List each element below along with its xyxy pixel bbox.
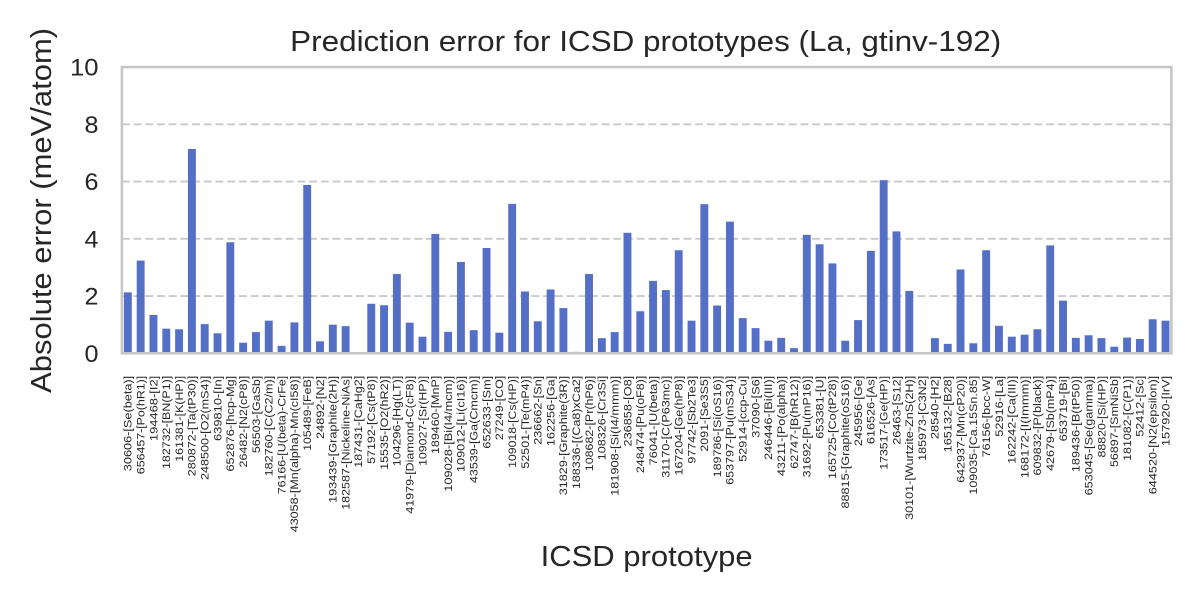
svg-text:188336-[(Ca8)xCa2]: 188336-[(Ca8)xCa2]: [571, 376, 583, 489]
svg-text:165725-[Co(tP28)]: 165725-[Co(tP28)]: [827, 376, 839, 479]
svg-text:167204-[Ge(hP8)]: 167204-[Ge(hP8)]: [674, 376, 686, 476]
svg-text:27249-[CO]: 27249-[CO]: [494, 376, 506, 440]
svg-text:2091-[Se3S5]: 2091-[Se3S5]: [699, 376, 711, 452]
svg-text:8: 8: [85, 112, 99, 139]
svg-text:2: 2: [85, 284, 99, 311]
svg-text:189460-[MnP]: 189460-[MnP]: [430, 376, 442, 454]
svg-text:ICSD prototype: ICSD prototype: [541, 541, 753, 573]
svg-text:4: 4: [85, 226, 99, 253]
svg-text:52916-[La]: 52916-[La]: [994, 376, 1006, 437]
svg-text:248500-[O2(mS4)]: 248500-[O2(mS4)]: [200, 376, 212, 480]
svg-text:43058-[Mn(alpha)-Mn(cI58)]: 43058-[Mn(alpha)-Mn(cI58)]: [289, 376, 301, 533]
svg-text:181908-[Si(I4/mmm)]: 181908-[Si(I4/mmm)]: [609, 376, 621, 496]
svg-text:31170-[C(P63mc)]: 31170-[C(P63mc)]: [661, 376, 673, 478]
svg-text:168172-[I(Immm)]: 168172-[I(Immm)]: [1019, 376, 1031, 479]
svg-text:162242-[Ca(III)]: 162242-[Ca(III)]: [1007, 376, 1019, 464]
svg-text:76156-[bcc-W]: 76156-[bcc-W]: [981, 376, 993, 458]
svg-text:0: 0: [85, 341, 99, 368]
svg-text:76041-[U(beta)]: 76041-[U(beta)]: [648, 376, 660, 466]
svg-text:56897-[SmNiSb]: 56897-[SmNiSb]: [1109, 376, 1121, 467]
svg-text:165132-[B28]: 165132-[B28]: [943, 376, 955, 453]
svg-text:157920-[IrV]: 157920-[IrV]: [1160, 376, 1172, 446]
svg-text:639810-[In]: 639810-[In]: [212, 376, 224, 441]
svg-text:105489-[FeB]: 105489-[FeB]: [302, 376, 314, 451]
svg-text:52914-[ccp-Cu]: 52914-[ccp-Cu]: [738, 376, 750, 462]
svg-text:280872-[Ta(tP30)]: 280872-[Ta(tP30)]: [187, 376, 199, 476]
svg-text:57192-[Cs(tP8)]: 57192-[Cs(tP8)]: [366, 376, 378, 464]
svg-text:42679-[Sb(mP4)]: 42679-[Sb(mP4)]: [1045, 376, 1057, 471]
svg-text:162256-[Ga]: 162256-[Ga]: [545, 376, 557, 446]
svg-text:37090-[S6]: 37090-[S6]: [750, 376, 762, 438]
svg-text:656457-[Po(hR1)]: 656457-[Po(hR1)]: [135, 376, 147, 474]
svg-text:31692-[Pu(mP16)]: 31692-[Pu(mP16)]: [802, 376, 814, 478]
svg-text:182732-[BN(P1)]: 182732-[BN(P1)]: [161, 376, 173, 469]
svg-text:104296-[Hg(LT)]: 104296-[Hg(LT)]: [392, 376, 404, 466]
svg-text:181082-[C(P1)]: 181082-[C(P1)]: [1122, 376, 1134, 461]
svg-text:173517-[Ge(HP)]: 173517-[Ge(HP)]: [878, 376, 890, 470]
svg-text:642937-[Mn(cP20)]: 642937-[Mn(cP20)]: [955, 376, 967, 483]
svg-text:109028-[Bi(I4/mcm)]: 109028-[Bi(I4/mcm)]: [443, 376, 455, 492]
svg-text:15535-[O2(hR2)]: 15535-[O2(hR2)]: [379, 376, 391, 470]
svg-text:161381-[K(HP)]: 161381-[K(HP)]: [174, 376, 186, 462]
svg-text:108682-[Pr(hP6)]: 108682-[Pr(hP6)]: [584, 376, 596, 471]
svg-text:109018-[Cs(HP)]: 109018-[Cs(HP)]: [507, 376, 519, 468]
svg-text:194468-[I2]: 194468-[I2]: [148, 376, 160, 441]
svg-text:245956-[Ge]: 245956-[Ge]: [853, 376, 865, 446]
svg-text:43539-[Ga(Cmcm)]: 43539-[Ga(Cmcm)]: [469, 376, 481, 483]
svg-text:182760-[C(C2/m)]: 182760-[C(C2/m)]: [264, 376, 276, 477]
svg-text:88815-[Graphite(oS16)]: 88815-[Graphite(oS16)]: [840, 376, 852, 509]
svg-text:43211-[Po(alpha)]: 43211-[Po(alpha)]: [776, 376, 788, 476]
svg-text:88820-[Si(HP)]: 88820-[Si(HP)]: [1096, 376, 1108, 458]
svg-text:185973-[C3N2]: 185973-[C3N2]: [917, 376, 929, 461]
svg-text:182587-[Nickeline-NiAs]: 182587-[Nickeline-NiAs]: [340, 376, 352, 510]
svg-text:193439-[Graphite(2H)]: 193439-[Graphite(2H)]: [328, 376, 340, 503]
svg-text:26482-[N2(cP8)]: 26482-[N2(cP8)]: [238, 376, 250, 468]
svg-text:Prediction error for ICSD prot: Prediction error for ICSD prototypes (La…: [290, 26, 1001, 58]
svg-text:30606-[Se(beta)]: 30606-[Se(beta)]: [123, 376, 135, 471]
svg-text:609832-[P(black)]: 609832-[P(black)]: [1032, 376, 1044, 476]
svg-text:653381-[U]: 653381-[U]: [814, 376, 826, 439]
svg-text:Absolute error (meV/atom): Absolute error (meV/atom): [26, 28, 58, 393]
svg-text:189436-[B(tP50)]: 189436-[B(tP50)]: [1071, 376, 1083, 472]
svg-text:62747-[B(hR12)]: 62747-[B(hR12)]: [789, 376, 801, 469]
svg-text:6: 6: [85, 169, 99, 196]
svg-text:56503-[GaSb]: 56503-[GaSb]: [251, 376, 263, 453]
svg-text:76166-[U(beta)-CrFe]: 76166-[U(beta)-CrFe]: [276, 376, 288, 495]
svg-text:653719-[Bi]: 653719-[Bi]: [1058, 376, 1070, 442]
svg-text:236858-[O8]: 236858-[O8]: [622, 376, 634, 447]
svg-text:652876-[hcp-Mg]: 652876-[hcp-Mg]: [225, 376, 237, 472]
svg-text:52412-[Sc]: 52412-[Sc]: [1135, 376, 1147, 437]
svg-text:52501-[Te(mP4)]: 52501-[Te(mP4)]: [520, 376, 532, 469]
svg-text:41979-[Diamond-C(cF8)]: 41979-[Diamond-C(cF8)]: [404, 376, 416, 514]
svg-text:97742-[Sb2Te3]: 97742-[Sb2Te3]: [686, 376, 698, 464]
svg-text:26463-[S12]: 26463-[S12]: [891, 376, 903, 445]
svg-text:28540-[H2]: 28540-[H2]: [930, 376, 942, 439]
svg-text:246446-[Bi(III)]: 246446-[Bi(III)]: [763, 376, 775, 460]
svg-text:109027-[Sr(HP)]: 109027-[Sr(HP)]: [417, 376, 429, 466]
svg-text:187431-[CaHg2]: 187431-[CaHg2]: [353, 376, 365, 468]
svg-text:10: 10: [70, 55, 99, 82]
svg-text:189786-[Si(oS16)]: 189786-[Si(oS16)]: [712, 376, 724, 478]
svg-text:652633-[Sm]: 652633-[Sm]: [481, 376, 493, 449]
svg-text:109012-[Li(cI16)]: 109012-[Li(cI16)]: [456, 376, 468, 472]
svg-text:24892-[N2]: 24892-[N2]: [315, 376, 327, 439]
svg-text:108326-[Cr3Si]: 108326-[Cr3Si]: [597, 376, 609, 460]
svg-text:30101-[Wurtzite-ZnS(2H)]: 30101-[Wurtzite-ZnS(2H)]: [904, 376, 916, 520]
svg-text:109035-[Ca.15Sn.85]: 109035-[Ca.15Sn.85]: [968, 376, 980, 495]
svg-text:653045-[Se(gamma)]: 653045-[Se(gamma)]: [1083, 376, 1095, 496]
svg-text:616526-[As]: 616526-[As]: [866, 376, 878, 444]
svg-text:653797-[Pu(mS34)]: 653797-[Pu(mS34)]: [725, 376, 737, 485]
svg-text:236662-[Sn]: 236662-[Sn]: [533, 376, 545, 445]
svg-text:644520-[N2(epsilon)]: 644520-[N2(epsilon)]: [1147, 376, 1159, 495]
svg-text:31829-[Graphite(3R)]: 31829-[Graphite(3R)]: [558, 376, 570, 496]
svg-text:248474-[Pu(oF8)]: 248474-[Pu(oF8)]: [635, 376, 647, 473]
